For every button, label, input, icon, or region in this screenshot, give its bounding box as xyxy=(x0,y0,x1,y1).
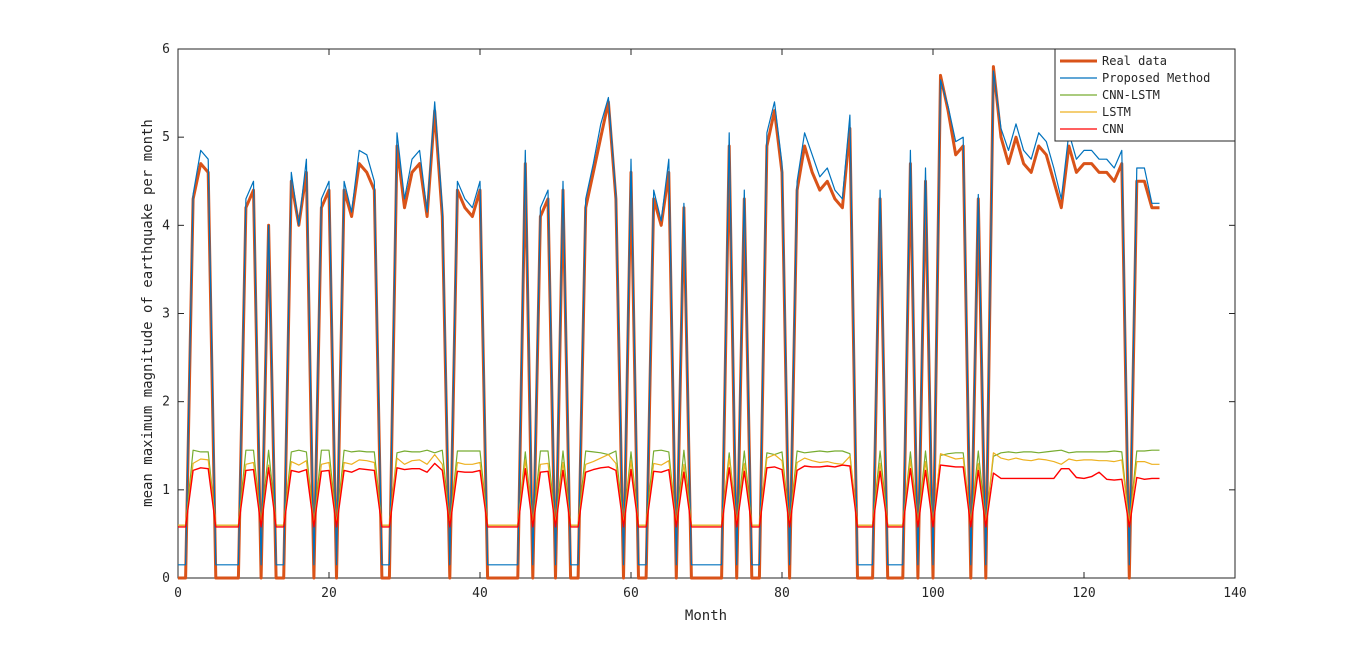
y-tick-label: 0 xyxy=(162,571,170,586)
y-tick-label: 2 xyxy=(162,395,170,410)
y-tick-label: 3 xyxy=(162,307,170,322)
series-layer xyxy=(178,65,1160,580)
y-tick-label: 6 xyxy=(162,42,170,57)
x-tick-label: 80 xyxy=(774,586,790,601)
x-tick-label: 120 xyxy=(1072,586,1095,601)
x-tick-label: 60 xyxy=(623,586,639,601)
series-line-proposed-method xyxy=(178,70,1160,566)
x-tick-label: 100 xyxy=(921,586,944,601)
x-axis: 0 20 40 60 80 100 120 140 xyxy=(174,49,1247,601)
x-axis-title: Month xyxy=(685,608,727,624)
x-tick-label: 140 xyxy=(1223,586,1246,601)
y-tick-label: 5 xyxy=(162,130,170,145)
legend-label: Real data xyxy=(1102,54,1167,68)
series-line-cnn xyxy=(178,462,1160,528)
legend-label: CNN xyxy=(1102,122,1124,136)
legend-label: CNN-LSTM xyxy=(1102,88,1160,102)
y-tick-label: 1 xyxy=(162,483,170,498)
y-tick-label: 4 xyxy=(162,218,170,233)
x-tick-label: 40 xyxy=(472,586,488,601)
x-tick-label: 0 xyxy=(174,586,182,601)
legend: Real data Proposed Method CNN-LSTM LSTM CNN xyxy=(1054,48,1236,142)
series-line-lstm xyxy=(178,452,1160,526)
legend-label: Proposed Method xyxy=(1102,71,1210,85)
x-tick-label: 20 xyxy=(321,586,337,601)
y-axis-title: mean maximum magnitude of earthquake per… xyxy=(140,119,156,507)
legend-label: LSTM xyxy=(1102,105,1131,119)
